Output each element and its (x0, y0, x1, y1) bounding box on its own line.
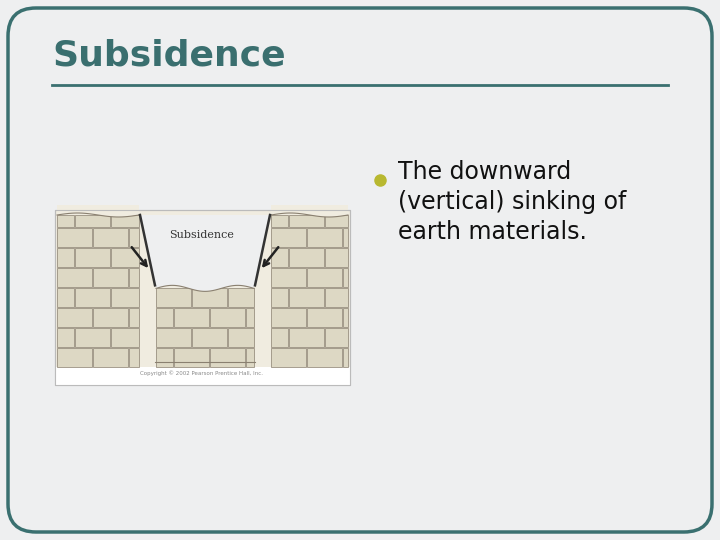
Bar (75, 215, 110, 227)
Bar (343, 228, 348, 247)
Bar (57, 268, 92, 287)
Bar (93, 228, 128, 247)
Bar (111, 328, 139, 347)
Bar (307, 348, 342, 367)
Bar (129, 308, 139, 327)
Text: Copyright © 2002 Pearson Prentice Hall, Inc.: Copyright © 2002 Pearson Prentice Hall, … (140, 370, 264, 376)
Bar (307, 228, 342, 247)
Bar (271, 308, 306, 327)
Bar (111, 288, 139, 307)
Bar (343, 308, 348, 327)
Bar (210, 348, 245, 367)
Bar (129, 348, 139, 367)
Bar (289, 248, 324, 267)
Bar (156, 288, 191, 307)
Bar (156, 328, 191, 347)
Bar (75, 328, 110, 347)
Bar (156, 348, 173, 367)
Bar (93, 268, 128, 287)
Bar (271, 248, 288, 267)
Bar (210, 308, 245, 327)
Text: Subsidence: Subsidence (170, 230, 235, 240)
Bar (57, 248, 74, 267)
Bar (75, 288, 110, 307)
Bar (55, 367, 350, 385)
Bar (57, 288, 74, 307)
Polygon shape (140, 215, 270, 285)
Text: (vertical) sinking of: (vertical) sinking of (398, 190, 626, 214)
Bar (55, 210, 350, 385)
Bar (111, 248, 139, 267)
FancyBboxPatch shape (8, 8, 712, 532)
Bar (271, 288, 288, 307)
Bar (57, 215, 74, 227)
Bar (174, 308, 209, 327)
Bar (93, 348, 128, 367)
Bar (192, 288, 227, 307)
Bar (271, 328, 288, 347)
Bar (228, 328, 254, 347)
Bar (246, 308, 254, 327)
Bar (289, 215, 324, 227)
Bar (55, 210, 350, 385)
Bar (325, 215, 348, 227)
Bar (289, 328, 324, 347)
Bar (111, 215, 139, 227)
Bar (271, 348, 306, 367)
Bar (307, 308, 342, 327)
Bar (75, 248, 110, 267)
Bar (174, 348, 209, 367)
Bar (57, 308, 92, 327)
Bar (57, 328, 74, 347)
Bar (343, 268, 348, 287)
Bar (93, 308, 128, 327)
Bar (325, 288, 348, 307)
Bar (325, 248, 348, 267)
Bar (192, 328, 227, 347)
Polygon shape (271, 205, 348, 217)
Bar (228, 288, 254, 307)
Bar (289, 288, 324, 307)
Bar (271, 228, 306, 247)
Bar (307, 268, 342, 287)
Bar (156, 308, 173, 327)
Bar (271, 215, 288, 227)
Bar (343, 348, 348, 367)
Bar (246, 348, 254, 367)
Polygon shape (156, 280, 254, 292)
Polygon shape (57, 205, 139, 217)
Text: The downward: The downward (398, 160, 571, 184)
Bar (57, 348, 92, 367)
Bar (129, 228, 139, 247)
Bar (271, 268, 306, 287)
Bar (129, 268, 139, 287)
Text: earth materials.: earth materials. (398, 220, 587, 244)
Bar (57, 228, 92, 247)
Text: Subsidence: Subsidence (52, 38, 286, 72)
Bar (325, 328, 348, 347)
